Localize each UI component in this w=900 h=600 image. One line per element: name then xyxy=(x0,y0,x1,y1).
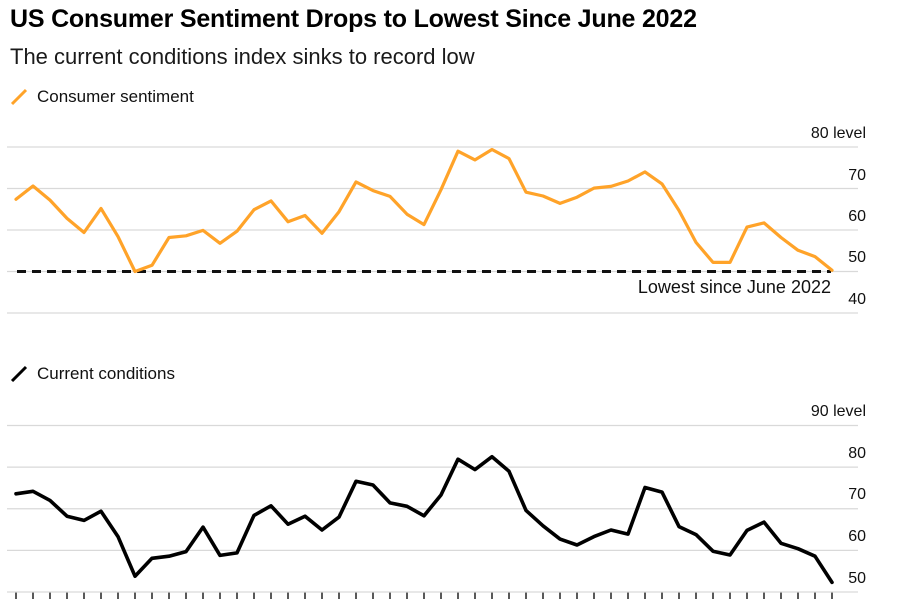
orange-line-legend-icon xyxy=(10,88,28,106)
top-ytick-60: 60 xyxy=(848,208,866,225)
bottom-ytick-70: 70 xyxy=(848,486,866,503)
legend-current-conditions: Current conditions xyxy=(10,364,175,384)
black-line-legend-icon xyxy=(10,365,28,383)
dashed-line-annotation: Lowest since June 2022 xyxy=(637,277,831,297)
bottom-ytick-60: 60 xyxy=(848,528,866,545)
page-title: US Consumer Sentiment Drops to Lowest Si… xyxy=(10,5,697,33)
sentiment-data-line xyxy=(14,147,834,274)
legend-current-conditions-label: Current conditions xyxy=(37,364,175,383)
top-ytick-70: 70 xyxy=(848,167,866,184)
bottom-ytick-50: 50 xyxy=(848,570,866,587)
bottom-ytick-80: 80 xyxy=(848,445,866,462)
bottom-ytick-90: 90 level xyxy=(810,403,866,420)
page-subtitle: The current conditions index sinks to re… xyxy=(10,44,475,69)
conditions-data-line xyxy=(14,454,834,585)
top-ytick-40: 40 xyxy=(848,291,866,308)
top-ytick-80: 80 level xyxy=(810,125,866,142)
top-ytick-50: 50 xyxy=(848,249,866,266)
legend-consumer-sentiment-label: Consumer sentiment xyxy=(37,87,194,106)
legend-consumer-sentiment: Consumer sentiment xyxy=(10,87,194,107)
